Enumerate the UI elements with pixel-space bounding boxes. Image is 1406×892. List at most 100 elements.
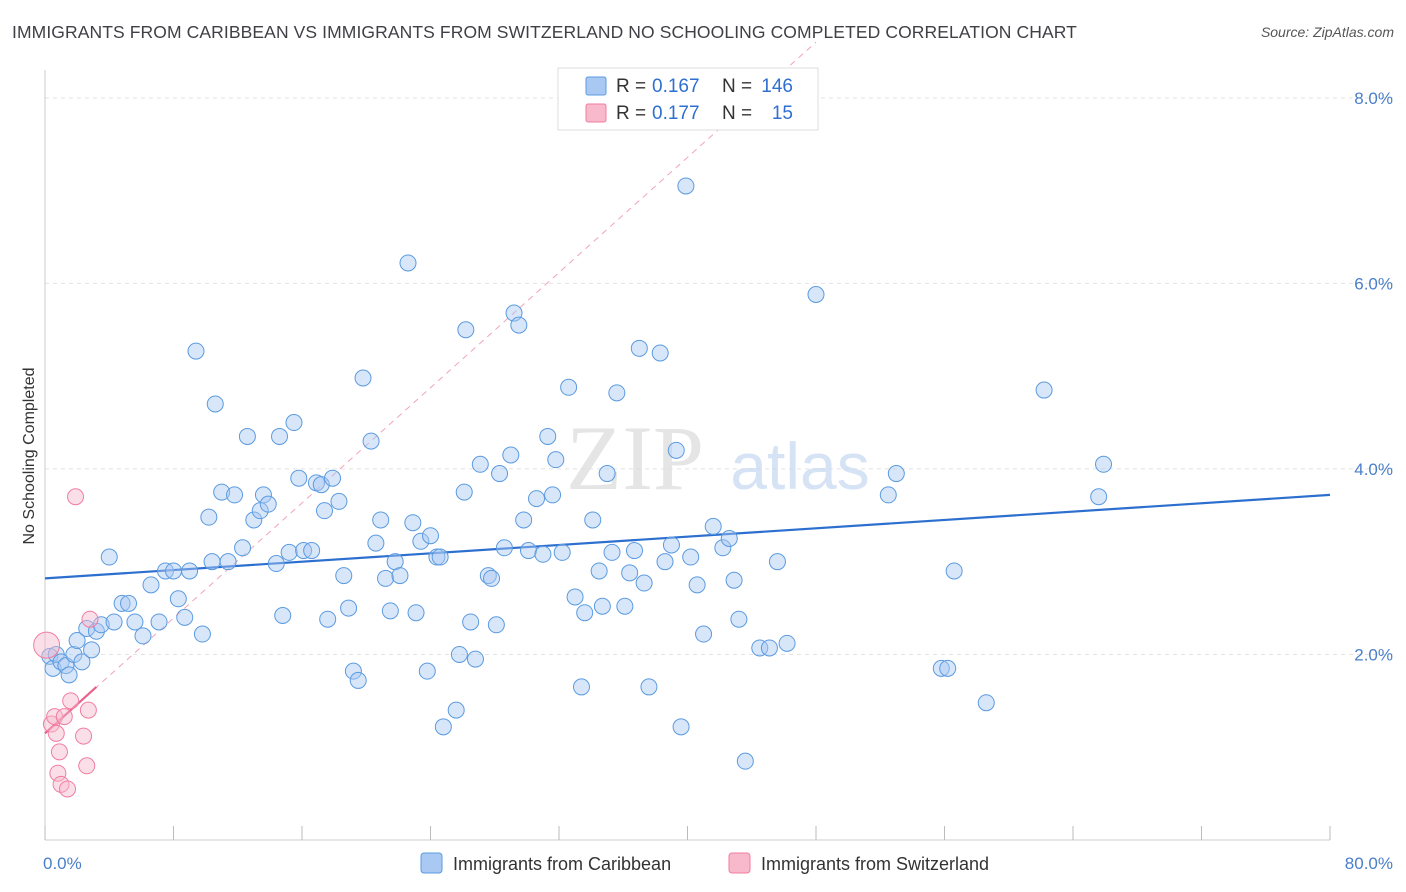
data-point-caribbean <box>598 465 616 483</box>
trend-lines <box>44 41 1331 735</box>
legend-top: R = 0.167 N = 146 R = 0.177 N = 15 <box>557 67 819 131</box>
y-tick-labels: 2.0% 4.0% 6.0% 8.0% <box>1354 89 1393 665</box>
data-point-caribbean <box>447 701 465 719</box>
grid-lines <box>45 97 1393 655</box>
data-point-caribbean <box>547 451 565 469</box>
chart-title: IMMIGRANTS FROM CARIBBEAN VS IMMIGRANTS … <box>12 22 1077 42</box>
data-point-caribbean <box>630 339 648 357</box>
data-point-caribbean <box>404 514 422 532</box>
data-point-caribbean <box>280 543 298 561</box>
data-point-switzerland <box>47 724 65 742</box>
data-point-caribbean <box>303 542 321 560</box>
data-point-caribbean <box>377 569 395 587</box>
data-point-caribbean <box>688 576 706 594</box>
data-point-caribbean <box>593 597 611 615</box>
data-point-caribbean <box>672 718 690 736</box>
data-point-caribbean <box>714 539 732 557</box>
data-point-caribbean <box>100 548 118 566</box>
legend-r-value: 0.177 <box>652 103 700 124</box>
data-point-caribbean <box>203 553 221 571</box>
data-point-caribbean <box>274 606 292 624</box>
data-point-caribbean <box>399 254 417 272</box>
data-point-caribbean <box>324 469 342 487</box>
data-point-caribbean <box>142 576 160 594</box>
data-point-caribbean <box>640 678 658 696</box>
data-point-caribbean <box>120 594 138 612</box>
legend-bottom-swatch-switzerland <box>728 852 751 874</box>
y-tick-label: 6.0% <box>1354 274 1393 293</box>
data-point-caribbean <box>187 342 205 360</box>
axes <box>44 70 1331 841</box>
data-point-caribbean <box>608 384 626 402</box>
data-point-caribbean <box>491 465 509 483</box>
data-point-caribbean <box>319 610 337 628</box>
data-point-caribbean <box>621 564 639 582</box>
watermark: ZIP atlas <box>566 407 870 509</box>
data-point-caribbean <box>271 427 289 445</box>
data-point-caribbean <box>60 666 78 684</box>
data-point-caribbean <box>625 542 643 560</box>
x-tick-label-max: 80.0% <box>1345 854 1393 873</box>
data-point-switzerland <box>67 488 85 506</box>
data-point-caribbean <box>502 446 520 464</box>
y-axis-label: No Schooling Completed <box>21 368 38 545</box>
data-point-caribbean <box>887 465 905 483</box>
data-point-caribbean <box>213 483 231 501</box>
trend-line-caribbean <box>44 493 1331 580</box>
legend-r-label: R = <box>616 103 651 124</box>
data-point-caribbean <box>572 678 590 696</box>
data-point-caribbean <box>422 527 439 545</box>
data-point-caribbean <box>73 653 91 671</box>
y-tick-label: 4.0% <box>1354 460 1393 479</box>
data-point-caribbean <box>510 316 528 334</box>
data-point-caribbean <box>381 602 399 620</box>
legend-bottom-swatch-caribbean <box>420 852 443 874</box>
data-point-caribbean <box>450 645 468 663</box>
data-point-caribbean <box>92 616 110 634</box>
data-point-caribbean <box>1095 455 1113 473</box>
data-point-caribbean <box>466 650 484 668</box>
data-point-caribbean <box>534 545 552 563</box>
data-point-caribbean <box>553 543 571 561</box>
data-point-caribbean <box>519 542 537 560</box>
data-point-switzerland <box>55 708 73 726</box>
data-point-caribbean <box>245 511 263 529</box>
data-point-caribbean <box>932 659 950 677</box>
data-point-caribbean <box>259 495 277 513</box>
data-point-caribbean <box>751 639 769 657</box>
data-point-caribbean <box>760 639 778 657</box>
legend-n-label: N = <box>722 103 757 124</box>
data-point-switzerland <box>58 780 76 798</box>
source-credit: Source: ZipAtlas.com <box>1260 24 1394 40</box>
data-point-caribbean <box>945 562 963 580</box>
legend-swatch-caribbean <box>585 76 607 96</box>
data-point-caribbean <box>354 369 372 387</box>
data-point-caribbean <box>206 395 224 413</box>
legend-n-value: 146 <box>761 76 793 97</box>
data-point-caribbean <box>544 486 562 504</box>
data-point-caribbean <box>238 427 256 445</box>
data-point-caribbean <box>434 718 452 736</box>
data-point-caribbean <box>487 616 505 634</box>
data-point-switzerland <box>81 610 99 628</box>
data-point-caribbean <box>150 613 168 631</box>
data-point-caribbean <box>181 562 199 580</box>
data-point-caribbean <box>455 483 473 501</box>
data-point-caribbean <box>879 486 897 504</box>
data-point-caribbean <box>335 567 353 585</box>
data-point-caribbean <box>340 599 358 617</box>
data-point-caribbean <box>471 455 489 473</box>
data-point-caribbean <box>267 555 285 573</box>
data-point-caribbean <box>134 627 152 645</box>
watermark-zip: ZIP <box>566 407 704 509</box>
data-point-caribbean <box>200 508 218 526</box>
data-point-caribbean <box>479 567 497 585</box>
data-point-switzerland <box>78 757 96 775</box>
data-point-caribbean <box>720 529 738 547</box>
watermark-atlas: atlas <box>730 429 869 503</box>
data-point-caribbean <box>977 694 995 712</box>
data-point-caribbean <box>528 490 546 508</box>
data-point-caribbean <box>462 613 480 631</box>
data-point-caribbean <box>431 548 449 566</box>
